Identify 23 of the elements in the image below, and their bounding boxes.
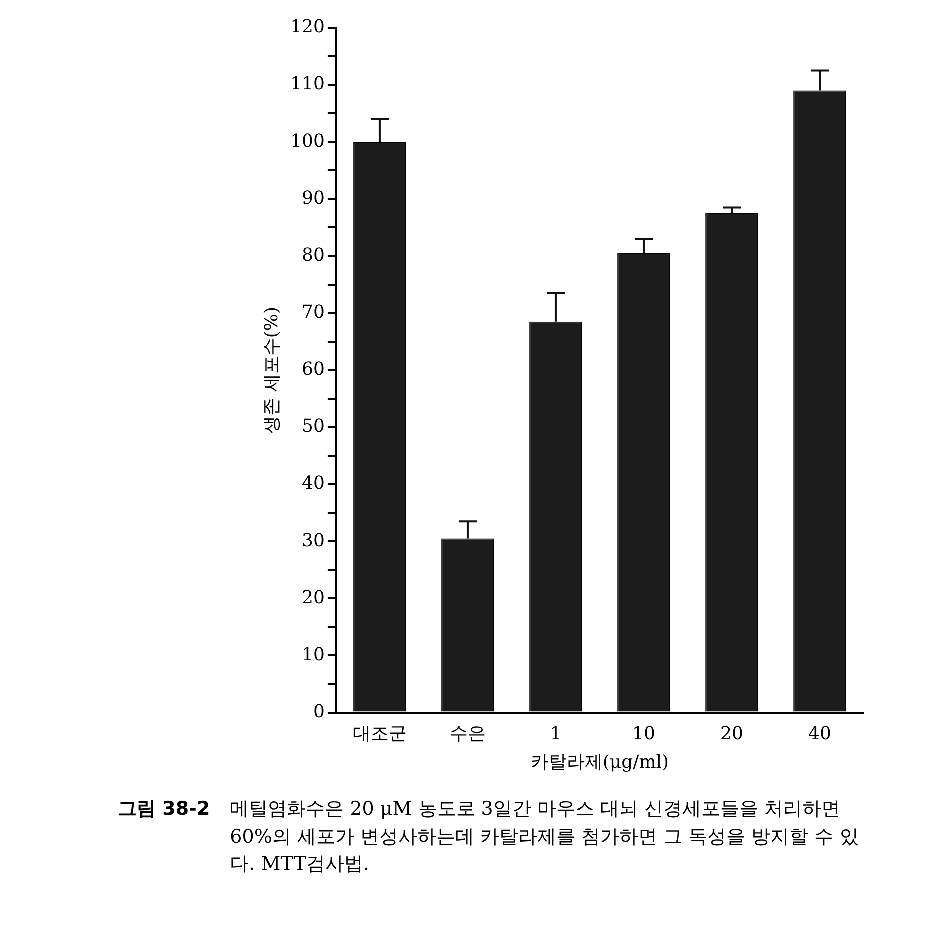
x-tick-label: 대조군: [352, 723, 407, 744]
y-tick-label: 90: [302, 188, 325, 209]
y-axis-title: 생존 세포수(%): [261, 306, 282, 434]
y-tick-label: 30: [302, 530, 325, 552]
y-tick-label: 0: [314, 701, 325, 722]
y-tick-label: 110: [290, 74, 325, 95]
y-tick-label: 10: [302, 644, 325, 666]
y-tick-label: 40: [302, 473, 325, 494]
y-tick-label: 80: [302, 244, 325, 266]
x-tick-label: 수은: [450, 723, 486, 744]
y-tick-label: 20: [302, 587, 325, 608]
x-tick-label: 10: [632, 723, 656, 744]
caption: 그림 38-2: [118, 797, 210, 822]
x-tick-label: 40: [808, 723, 832, 744]
y-tick-label: 100: [290, 130, 325, 152]
text: 메틸염화수은 20 μM 농도로 3일간 마우스 대뇌 신경세포들을 처리하면 60%의 세포가 변성사하는데 카탈라제를 첨가하면 그 독성을 방지할 수 있다. MTT검사법.: [230, 797, 860, 878]
y-tick-label: 120: [290, 16, 325, 38]
x-tick-label: 20: [720, 723, 744, 744]
x-axis-title: 카탈라제(μg/ml): [530, 752, 670, 773]
y-tick-label: 60: [302, 359, 325, 380]
x-tick-label: 1: [550, 723, 562, 744]
y-tick-label: 50: [302, 416, 325, 438]
y-tick-label: 70: [302, 302, 325, 324]
